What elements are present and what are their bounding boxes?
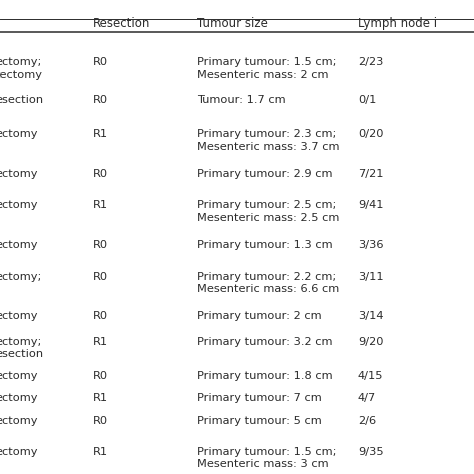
Text: R1: R1 [92, 200, 108, 210]
Text: R0: R0 [92, 311, 108, 321]
Text: ectomy: ectomy [0, 416, 38, 426]
Text: Lymph node i: Lymph node i [358, 17, 437, 29]
Text: R1: R1 [92, 393, 108, 403]
Text: Primary tumour: 1.5 cm;
Mesenteric mass: 3 cm: Primary tumour: 1.5 cm; Mesenteric mass:… [197, 447, 336, 469]
Text: R1: R1 [92, 447, 108, 456]
Text: 9/41: 9/41 [358, 200, 383, 210]
Text: ectomy: ectomy [0, 240, 38, 250]
Text: 7/21: 7/21 [358, 169, 383, 179]
Text: ectomy: ectomy [0, 200, 38, 210]
Text: ectomy: ectomy [0, 447, 38, 456]
Text: 9/35: 9/35 [358, 447, 383, 456]
Text: ectomy: ectomy [0, 371, 38, 381]
Text: Primary tumour: 2.9 cm: Primary tumour: 2.9 cm [197, 169, 332, 179]
Text: 2/6: 2/6 [358, 416, 376, 426]
Text: 3/14: 3/14 [358, 311, 383, 321]
Text: ectomy;: ectomy; [0, 272, 42, 282]
Text: ectomy: ectomy [0, 169, 38, 179]
Text: Primary tumour: 2.3 cm;
Mesenteric mass: 3.7 cm: Primary tumour: 2.3 cm; Mesenteric mass:… [197, 129, 339, 152]
Text: Tumour size: Tumour size [197, 17, 268, 29]
Text: R1: R1 [92, 337, 108, 346]
Text: Primary tumour: 5 cm: Primary tumour: 5 cm [197, 416, 321, 426]
Text: R0: R0 [92, 240, 108, 250]
Text: Primary tumour: 2 cm: Primary tumour: 2 cm [197, 311, 321, 321]
Text: Primary tumour: 3.2 cm: Primary tumour: 3.2 cm [197, 337, 332, 346]
Text: R0: R0 [92, 416, 108, 426]
Text: Primary tumour: 1.5 cm;
Mesenteric mass: 2 cm: Primary tumour: 1.5 cm; Mesenteric mass:… [197, 57, 336, 80]
Text: Primary tumour: 7 cm: Primary tumour: 7 cm [197, 393, 321, 403]
Text: R0: R0 [92, 95, 108, 105]
Text: Primary tumour: 1.3 cm: Primary tumour: 1.3 cm [197, 240, 332, 250]
Text: ectomy;
tectomy: ectomy; tectomy [0, 57, 42, 80]
Text: Primary tumour: 1.8 cm: Primary tumour: 1.8 cm [197, 371, 332, 381]
Text: R0: R0 [92, 57, 108, 67]
Text: R0: R0 [92, 272, 108, 282]
Text: Tumour: 1.7 cm: Tumour: 1.7 cm [197, 95, 285, 105]
Text: 4/15: 4/15 [358, 371, 383, 381]
Text: ectomy: ectomy [0, 129, 38, 139]
Text: Primary tumour: 2.5 cm;
Mesenteric mass: 2.5 cm: Primary tumour: 2.5 cm; Mesenteric mass:… [197, 200, 339, 223]
Text: 4/7: 4/7 [358, 393, 376, 403]
Text: R1: R1 [92, 129, 108, 139]
Text: ectomy: ectomy [0, 311, 38, 321]
Text: Primary tumour: 2.2 cm;
Mesenteric mass: 6.6 cm: Primary tumour: 2.2 cm; Mesenteric mass:… [197, 272, 339, 294]
Text: 0/20: 0/20 [358, 129, 383, 139]
Text: 9/20: 9/20 [358, 337, 383, 346]
Text: 3/36: 3/36 [358, 240, 383, 250]
Text: ectomy: ectomy [0, 393, 38, 403]
Text: 0/1: 0/1 [358, 95, 376, 105]
Text: Resection: Resection [92, 17, 150, 29]
Text: R0: R0 [92, 371, 108, 381]
Text: ectomy;
esection: ectomy; esection [0, 337, 44, 359]
Text: R0: R0 [92, 169, 108, 179]
Text: esection: esection [0, 95, 44, 105]
Text: 2/23: 2/23 [358, 57, 383, 67]
Text: 3/11: 3/11 [358, 272, 383, 282]
